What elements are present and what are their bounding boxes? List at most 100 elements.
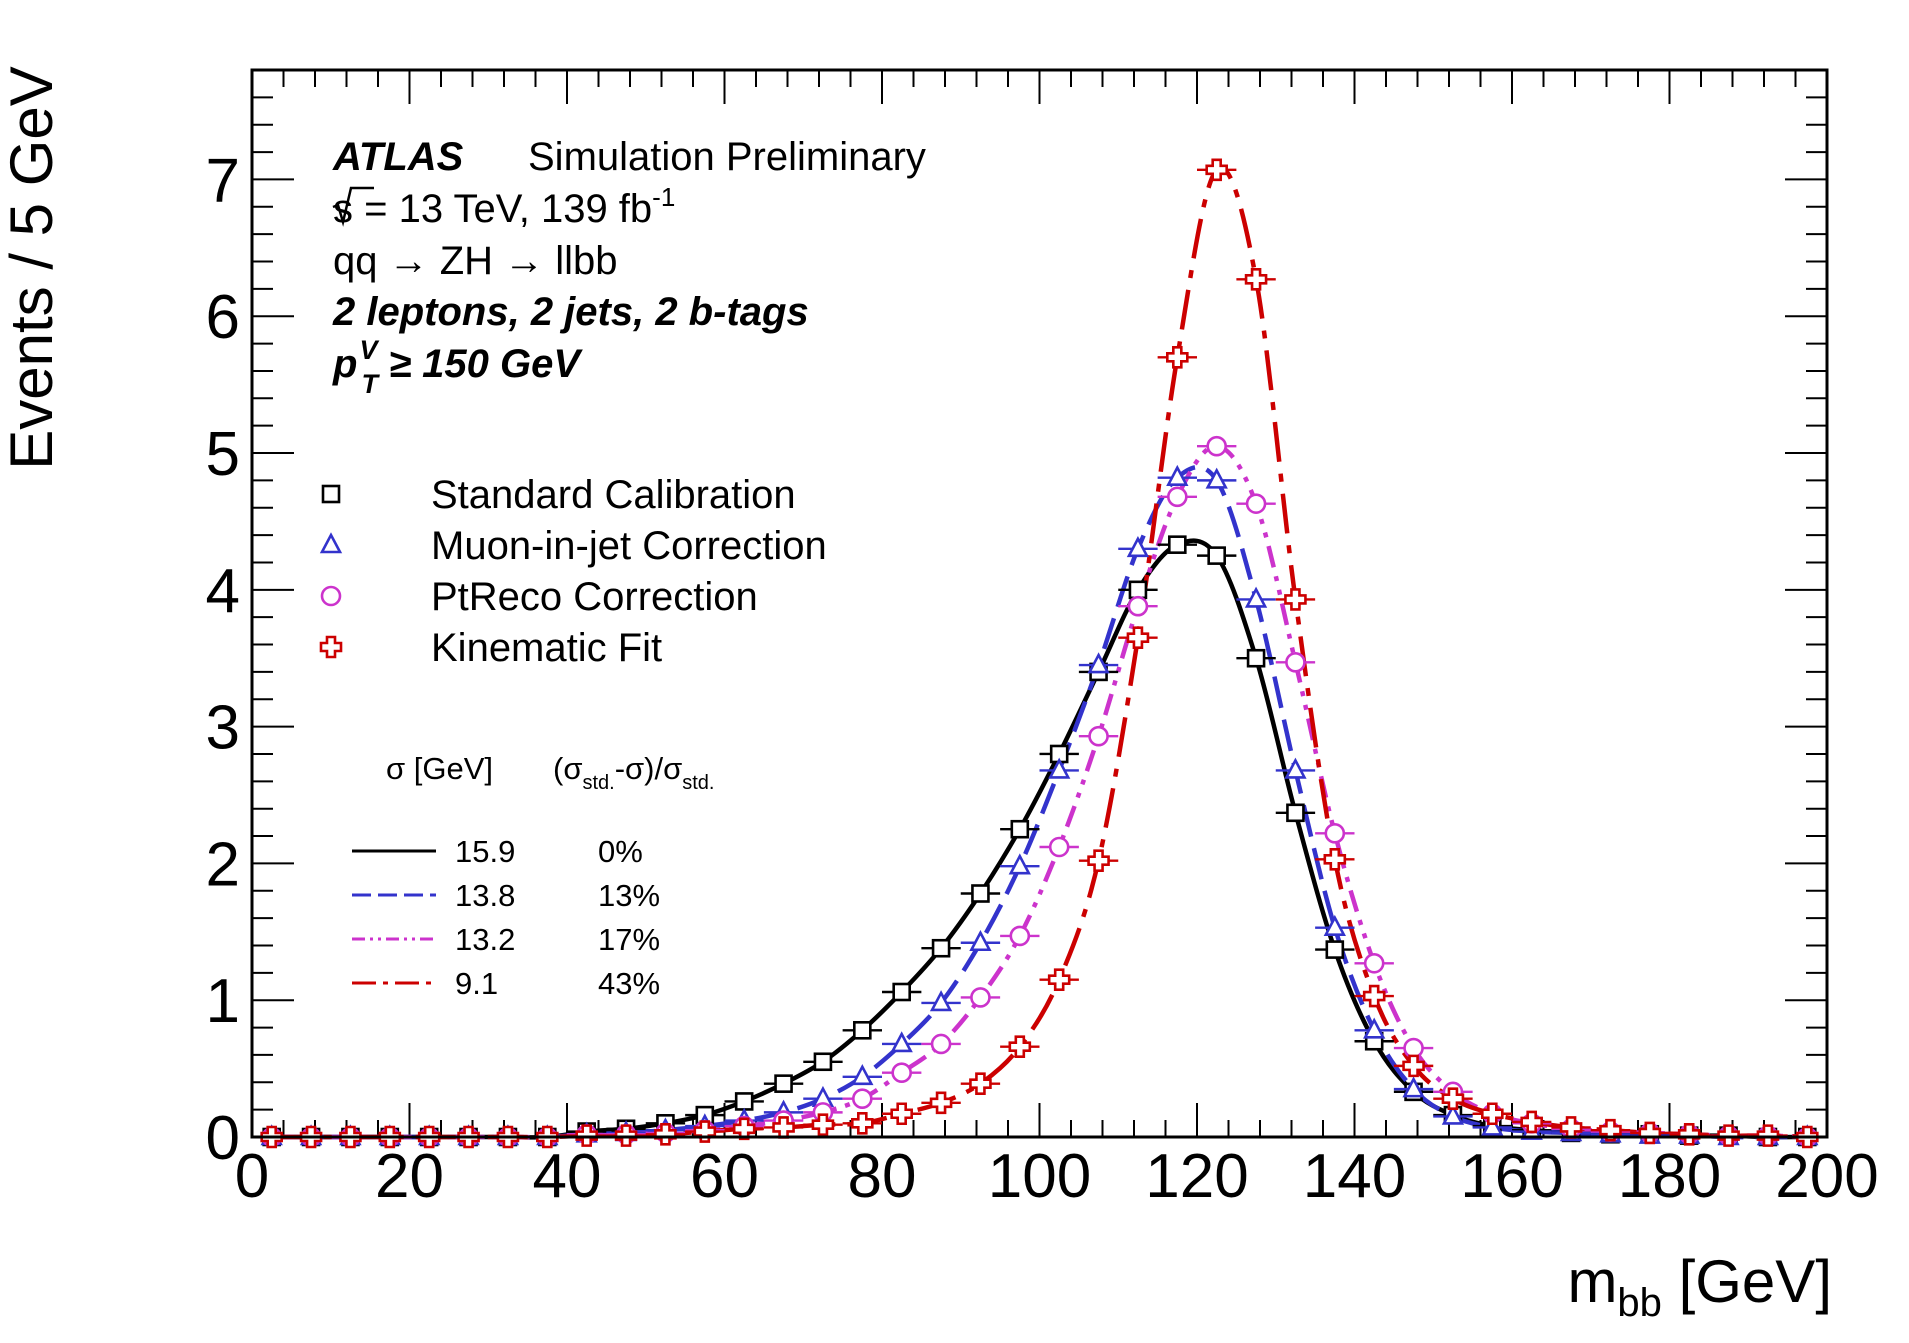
circle-marker [1403,1037,1424,1059]
triangle-marker [1244,586,1268,608]
square-marker [813,1052,833,1072]
square-marker [971,884,990,903]
circle-marker [1009,925,1031,947]
triangle-marker [1166,464,1189,486]
circle-marker [1127,595,1149,617]
selection-label: 2 leptons, 2 jets, 2 b-tags [332,290,809,334]
cross-marker [929,1091,953,1115]
resolution-table: 15.9 0% 13.8 13% 13.2 17% 9.1 43% [352,834,660,1001]
triangle-marker [1363,1017,1386,1039]
cross-marker [1481,1102,1504,1126]
square-marker [1010,819,1030,839]
energy-text: = 13 TeV, 139 fb [353,187,652,231]
pt-superscript: V [359,335,379,365]
cross-marker [732,1117,756,1141]
table-rel-value: 13% [598,878,660,913]
square-marker [931,938,951,958]
triangle-marker [929,990,953,1012]
series-markers [252,158,1827,1149]
x-tick-label: 140 [1303,1142,1406,1211]
y-tick-label: 4 [206,557,240,626]
energy-exponent: -1 [652,182,675,212]
cross-marker [654,1122,677,1146]
rel-b: -σ)/σ [615,751,683,786]
triangle-marker [1481,1114,1504,1136]
cross-marker [1441,1087,1465,1110]
table-sigma-value: 15.9 [455,834,515,869]
square-marker [1128,580,1148,600]
table-rel-value: 0% [598,834,643,869]
triangle-marker [1126,536,1150,558]
circle-marker [1167,486,1188,508]
y-tick-label: 1 [206,967,240,1036]
cross-marker [811,1113,835,1136]
square-marker [1325,940,1345,959]
circle-marker [1048,836,1070,858]
x-tick-label: 60 [690,1142,759,1211]
pt-symbol: p [332,342,357,386]
pt-cut-label: pV T ≥ 150 GeV [332,335,583,399]
table-header-rel: (σstd.-σ)/σstd. [553,751,715,794]
x-tick-label: 80 [848,1142,917,1211]
x-tick-label: 160 [1460,1142,1563,1211]
tick-labels: 0 20 40 60 80 100 120 140 160 180 200 0 1 2 3 4 5 6 7 [206,146,1879,1211]
circle-marker [1206,435,1227,457]
circle-marker [852,1088,873,1109]
x-tick-label: 20 [375,1142,444,1211]
cross-marker [693,1120,717,1143]
energy-label: s = 13 TeV, 139 fb-1 [333,182,675,231]
x-axis-title-main: m [1567,1248,1617,1315]
cross-marker [1244,267,1268,291]
table-sigma-value: 13.8 [455,878,515,913]
legend-label: Muon-in-jet Correction [431,524,827,568]
series-markers [252,464,1827,1146]
y-tick-label: 3 [206,694,240,763]
y-tick-label: 6 [206,283,240,352]
triangle-marker [1284,757,1307,779]
cross-marker [1166,345,1189,369]
cross-marker [851,1112,874,1135]
pt-subscript: T [361,369,380,399]
x-tick-label: 180 [1618,1142,1721,1211]
circle-marker [1088,725,1109,747]
x-tick-label: 200 [1775,1142,1878,1211]
y-axis-title: Events / 5 GeV [0,66,65,470]
triangle-marker [1402,1076,1425,1098]
y-tick-label: 0 [206,1104,240,1173]
x-tick-label: 0 [235,1142,269,1211]
triangle-marker [851,1064,874,1086]
circle-marker [1245,493,1267,514]
legend-label: PtReco Correction [431,575,758,619]
triangle-marker [1323,914,1346,937]
cross-marker [319,635,343,659]
cross-marker [1599,1118,1622,1142]
rel-a: (σ [553,751,582,786]
triangle-marker [890,1031,913,1053]
cross-marker [1677,1122,1701,1146]
x-axis-title: mbb [GeV] [1567,1248,1832,1325]
triangle-marker [969,929,992,952]
pt-cut-text: ≥ 150 GeV [378,342,583,386]
cross-marker [1284,588,1307,611]
circle-marker [970,987,991,1008]
triangle-marker [1205,467,1228,489]
process-label: qq → ZH → llbb [333,239,618,283]
circle-marker [1285,652,1306,673]
cross-marker [1638,1121,1662,1145]
y-tick-label: 7 [206,146,240,215]
cross-marker [1008,1035,1032,1059]
triangle-marker [1087,652,1110,674]
square-marker [892,982,911,1002]
rel-sub1: std. [582,772,614,794]
legend-label: Standard Calibration [431,473,796,517]
y-tick-label: 2 [206,830,240,899]
rel-sub2: std. [682,772,714,794]
x-tick-label: 40 [533,1142,602,1211]
cross-marker [1323,848,1347,871]
cross-marker [1047,968,1071,991]
atlas-label: ATLAS [332,135,464,179]
y-tick-label: 5 [206,420,240,489]
plot-frame [250,68,1829,1139]
square-marker [1168,535,1187,554]
